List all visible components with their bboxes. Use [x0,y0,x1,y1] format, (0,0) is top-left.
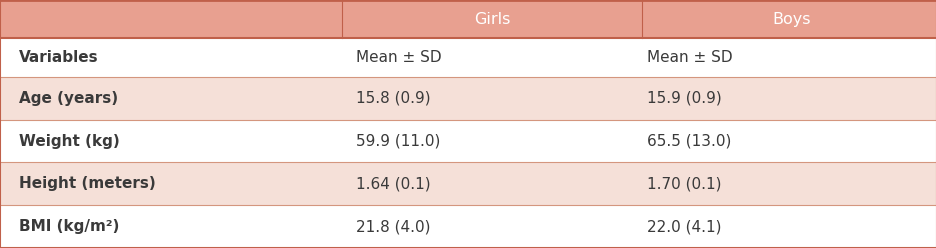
Text: 1.70 (0.1): 1.70 (0.1) [646,176,721,191]
Text: 15.9 (0.9): 15.9 (0.9) [646,91,721,106]
Bar [0,0,936,38]
Bar [0,205,936,248]
Text: 1.64 (0.1): 1.64 (0.1) [356,176,431,191]
Text: Weight (kg): Weight (kg) [19,134,120,149]
Text: 15.8 (0.9): 15.8 (0.9) [356,91,431,106]
Text: Age (years): Age (years) [19,91,118,106]
Text: Mean ± SD: Mean ± SD [646,50,731,65]
Bar [0,77,936,120]
Text: 21.8 (4.0): 21.8 (4.0) [356,219,431,234]
Text: Mean ± SD: Mean ± SD [356,50,441,65]
Text: Girls: Girls [474,12,509,27]
Text: Boys: Boys [771,12,811,27]
Bar [0,162,936,205]
Text: 59.9 (11.0): 59.9 (11.0) [356,134,440,149]
Text: BMI (kg/m²): BMI (kg/m²) [19,219,119,234]
Text: Variables: Variables [19,50,98,65]
Text: 22.0 (4.1): 22.0 (4.1) [646,219,721,234]
Bar [0,120,936,162]
Bar [0,38,936,77]
Text: 65.5 (13.0): 65.5 (13.0) [646,134,730,149]
Text: Height (meters): Height (meters) [19,176,155,191]
